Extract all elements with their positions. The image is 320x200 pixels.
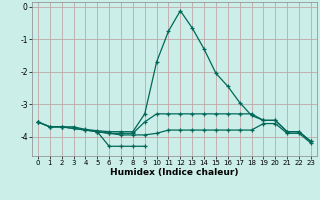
X-axis label: Humidex (Indice chaleur): Humidex (Indice chaleur) (110, 168, 239, 177)
